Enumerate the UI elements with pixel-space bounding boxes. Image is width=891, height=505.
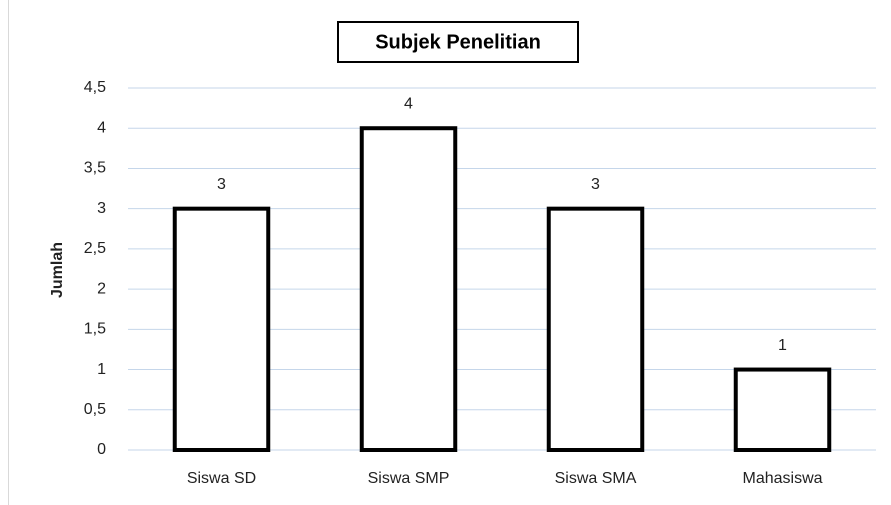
x-tick-label: Siswa SMA — [555, 470, 637, 487]
x-tick-label: Mahasiswa — [742, 470, 822, 487]
y-tick-label: 3,5 — [84, 160, 106, 177]
data-label: 4 — [404, 95, 413, 112]
y-tick-label: 2 — [97, 280, 106, 297]
bar — [733, 367, 832, 452]
bar — [359, 126, 458, 452]
x-tick-label: Siswa SD — [187, 470, 256, 487]
y-tick-label: 4,5 — [84, 79, 106, 96]
title-box — [337, 21, 579, 63]
y-tick-label: 1 — [97, 361, 106, 378]
y-tick-label: 0,5 — [84, 401, 106, 418]
y-tick-label: 2,5 — [84, 240, 106, 257]
data-label: 3 — [217, 176, 226, 193]
data-label: 1 — [778, 337, 787, 354]
x-tick-label: Siswa SMP — [368, 470, 450, 487]
bar — [172, 206, 271, 452]
data-label: 3 — [591, 176, 600, 193]
chart-title: Subjek Penelitian — [375, 31, 541, 53]
y-tick-label: 1,5 — [84, 321, 106, 338]
y-tick-label: 3 — [97, 200, 106, 217]
y-axis-label: Jumlah — [49, 242, 66, 298]
y-tick-label: 4 — [97, 119, 106, 136]
y-tick-label: 0 — [97, 441, 106, 458]
bar — [546, 206, 645, 452]
